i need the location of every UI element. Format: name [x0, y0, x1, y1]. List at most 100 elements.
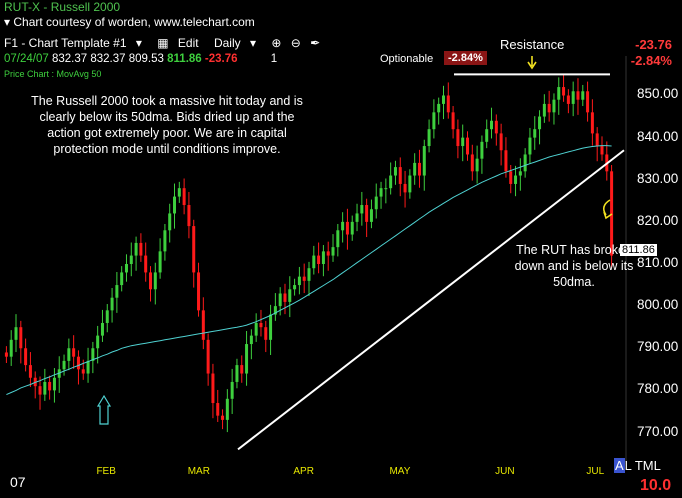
title-separator: -	[43, 0, 48, 14]
candle-body	[245, 344, 249, 374]
candle-body	[586, 91, 590, 113]
candle-body	[581, 91, 585, 100]
template-label: F1 - Chart Template #1	[4, 36, 127, 50]
candle-body	[317, 255, 321, 264]
courtesy-line: ▾ Chart courtesy of worden, www.telechar…	[4, 15, 255, 29]
candle-body	[514, 175, 518, 184]
indicator-label: Price Chart : MovAvg 50	[4, 69, 102, 79]
candle-body	[475, 158, 479, 172]
y-tick-label: 830.00	[637, 170, 679, 186]
grid-icon: ▦	[157, 36, 169, 50]
candle-body	[350, 221, 354, 235]
toolbar: F1 - Chart Template #1 ▾ ▦ Edit Daily ▾ …	[4, 36, 326, 50]
candle-body	[451, 112, 455, 130]
candle-body	[225, 398, 229, 420]
candle-body	[100, 322, 104, 336]
candle-body	[398, 167, 402, 184]
candle-body	[432, 112, 436, 130]
candle-body	[331, 247, 335, 256]
zoom-out-icon[interactable]: ⊖	[290, 36, 301, 50]
candle-body	[201, 310, 205, 340]
candle-body	[273, 306, 277, 315]
pen-icon[interactable]: ✒	[310, 36, 321, 50]
candle-body	[365, 205, 369, 222]
x-tick-label: APR	[293, 466, 314, 477]
trendline	[237, 149, 625, 451]
candle-body	[24, 348, 28, 366]
template-selector[interactable]: F1 - Chart Template #1 ▾	[4, 36, 148, 50]
candle-body	[48, 381, 52, 391]
candle-body	[269, 314, 273, 340]
candle-body	[393, 167, 397, 176]
candle-body	[566, 95, 570, 104]
candle-body	[533, 129, 537, 138]
candle-body	[312, 255, 316, 269]
candle-body	[72, 348, 76, 357]
quote-volume: 1	[270, 53, 278, 65]
a-label: A	[614, 458, 625, 473]
candle-body	[28, 365, 32, 378]
candle-body	[485, 129, 489, 142]
edit-button[interactable]: ▦ Edit	[157, 36, 204, 50]
candle-body	[206, 339, 210, 374]
candle-body	[52, 377, 56, 391]
x-tick-label: MAR	[187, 466, 210, 477]
candle-body	[182, 188, 186, 206]
candle-body	[504, 150, 508, 172]
candle-body	[538, 116, 542, 130]
caret-down-icon[interactable]: ▾	[4, 15, 11, 29]
edit-label: Edit	[177, 36, 199, 50]
candle-body	[437, 103, 441, 113]
candle-body	[38, 386, 42, 395]
candle-body	[153, 272, 157, 290]
pct-change-badge: -2.84%	[444, 51, 487, 65]
x-tick-label: FEB	[96, 466, 116, 477]
candle-body	[562, 87, 566, 96]
candle-body	[197, 272, 201, 311]
candle-body	[422, 146, 426, 176]
y-tick-label: 810.00	[637, 255, 679, 270]
candle-body	[523, 154, 527, 172]
candle-body	[302, 276, 306, 281]
candle-body	[341, 221, 345, 231]
candle-body	[158, 251, 162, 273]
candle-body	[115, 285, 119, 298]
candle-body	[571, 91, 575, 104]
candle-body	[413, 162, 417, 176]
candle-body	[345, 221, 349, 235]
candle-body	[321, 251, 325, 264]
candle-body	[221, 415, 225, 420]
candle-body	[427, 129, 431, 147]
optionable-label: Optionable	[380, 53, 434, 65]
annotation-breakdown: The RUT has broken down and is below its…	[514, 243, 634, 289]
y-tick-label: 840.00	[637, 128, 679, 144]
candle-body	[518, 171, 522, 176]
quote-line: 07/24/07 832.37 832.37 809.53 811.86 -23…	[4, 53, 277, 65]
change-right: -23.76	[635, 37, 672, 52]
candle-body	[590, 112, 594, 134]
courtesy-text: Chart courtesy of worden, www.telechart.…	[13, 15, 255, 29]
candle-body	[173, 196, 177, 214]
candle-body	[490, 120, 494, 130]
candle-body	[96, 335, 100, 349]
pct-right: -2.84%	[630, 53, 672, 68]
symbol: RUT-X	[4, 0, 40, 14]
candle-body	[216, 403, 220, 416]
candle-body	[249, 335, 253, 345]
candle-body	[187, 205, 191, 227]
y-tick-label: 820.00	[637, 212, 679, 228]
candle-body	[139, 242, 143, 256]
candle-body	[264, 327, 268, 340]
l-label: L	[624, 458, 632, 473]
x-tick-label: MAY	[389, 466, 411, 477]
up-arrow-marker	[96, 394, 112, 425]
zoom-in-icon[interactable]: ⊕	[271, 36, 282, 50]
candle-body	[110, 297, 114, 311]
y-tick-label: 790.00	[637, 339, 679, 355]
candle-body	[389, 175, 393, 189]
period-selector[interactable]: Daily ▾	[214, 36, 262, 50]
candle-body	[235, 365, 239, 382]
candle-body	[369, 209, 373, 222]
resistance-label: Resistance	[500, 37, 565, 52]
y-tick-label: 850.00	[637, 86, 679, 102]
